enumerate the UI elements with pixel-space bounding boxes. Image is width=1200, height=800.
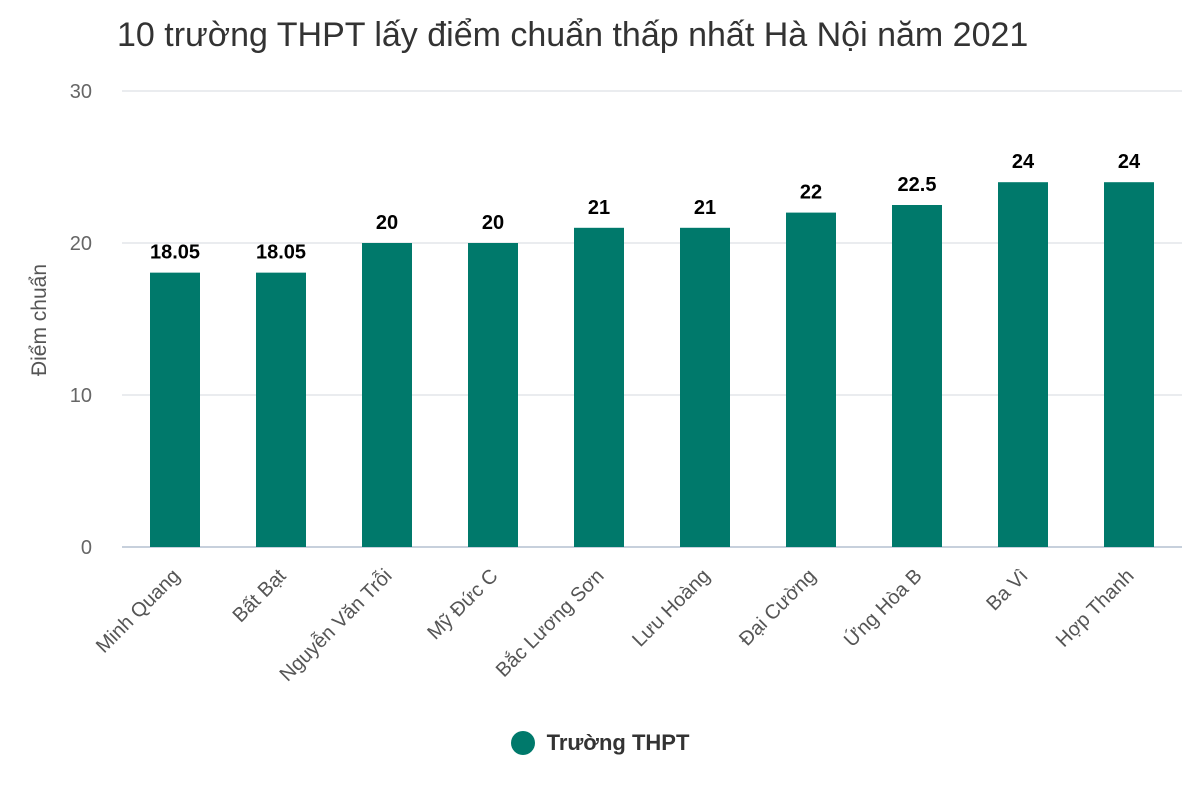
bar[interactable] — [256, 272, 306, 547]
y-tick-label: 10 — [70, 385, 92, 407]
x-tick-label: Nguyễn Văn Trỗi — [275, 564, 397, 686]
x-tick-label: Hợp Thanh — [1052, 565, 1139, 652]
bar[interactable] — [150, 272, 200, 547]
bar[interactable] — [892, 205, 942, 547]
x-tick-label: Ứng Hòa B — [839, 564, 926, 651]
y-axis-title: Điểm chuẩn — [28, 264, 51, 376]
y-tick-label: 30 — [70, 81, 92, 103]
chart-title: 10 trường THPT lấy điểm chuẩn thấp nhất … — [117, 16, 1029, 54]
legend-marker-icon — [510, 731, 535, 755]
x-tick-label: Mỹ Đức C — [423, 565, 502, 644]
data-label: 20 — [482, 212, 504, 234]
data-labels: 18.05 18.05 20 20 21 21 22 22.5 24 24 — [150, 151, 1141, 263]
bar[interactable] — [1104, 182, 1154, 547]
data-label: 18.05 — [150, 242, 200, 264]
x-tick-label: Minh Quang — [92, 565, 185, 658]
bar[interactable] — [998, 182, 1048, 547]
bar[interactable] — [680, 227, 730, 548]
y-tick-label: 20 — [70, 233, 92, 255]
data-label: 21 — [588, 197, 610, 219]
bar[interactable] — [786, 212, 836, 547]
data-label: 24 — [1118, 151, 1141, 173]
data-label: 18.05 — [256, 242, 306, 264]
data-label: 24 — [1012, 151, 1035, 173]
y-tick-label: 0 — [81, 537, 92, 559]
legend: Trường THPT — [0, 730, 1200, 760]
bar[interactable] — [574, 227, 624, 548]
x-tick-label: Lưu Hoàng — [628, 565, 714, 651]
legend-label: Trường THPT — [546, 730, 690, 755]
y-axis-ticks: 0 10 20 30 — [70, 81, 92, 559]
bars — [150, 182, 1154, 548]
bar[interactable] — [468, 243, 518, 547]
x-tick-label: Đại Cường — [735, 565, 820, 650]
data-label: 20 — [376, 212, 398, 234]
data-label: 21 — [694, 197, 716, 219]
x-tick-label: Bất Bạt — [229, 565, 291, 627]
data-label: 22.5 — [898, 174, 937, 196]
legend-item[interactable]: Trường THPT — [510, 730, 690, 756]
bar[interactable] — [362, 243, 412, 547]
x-tick-label: Bắc Lương Sơn — [491, 564, 608, 681]
data-label: 22 — [800, 182, 822, 204]
x-tick-label: Ba Vì — [982, 565, 1032, 615]
